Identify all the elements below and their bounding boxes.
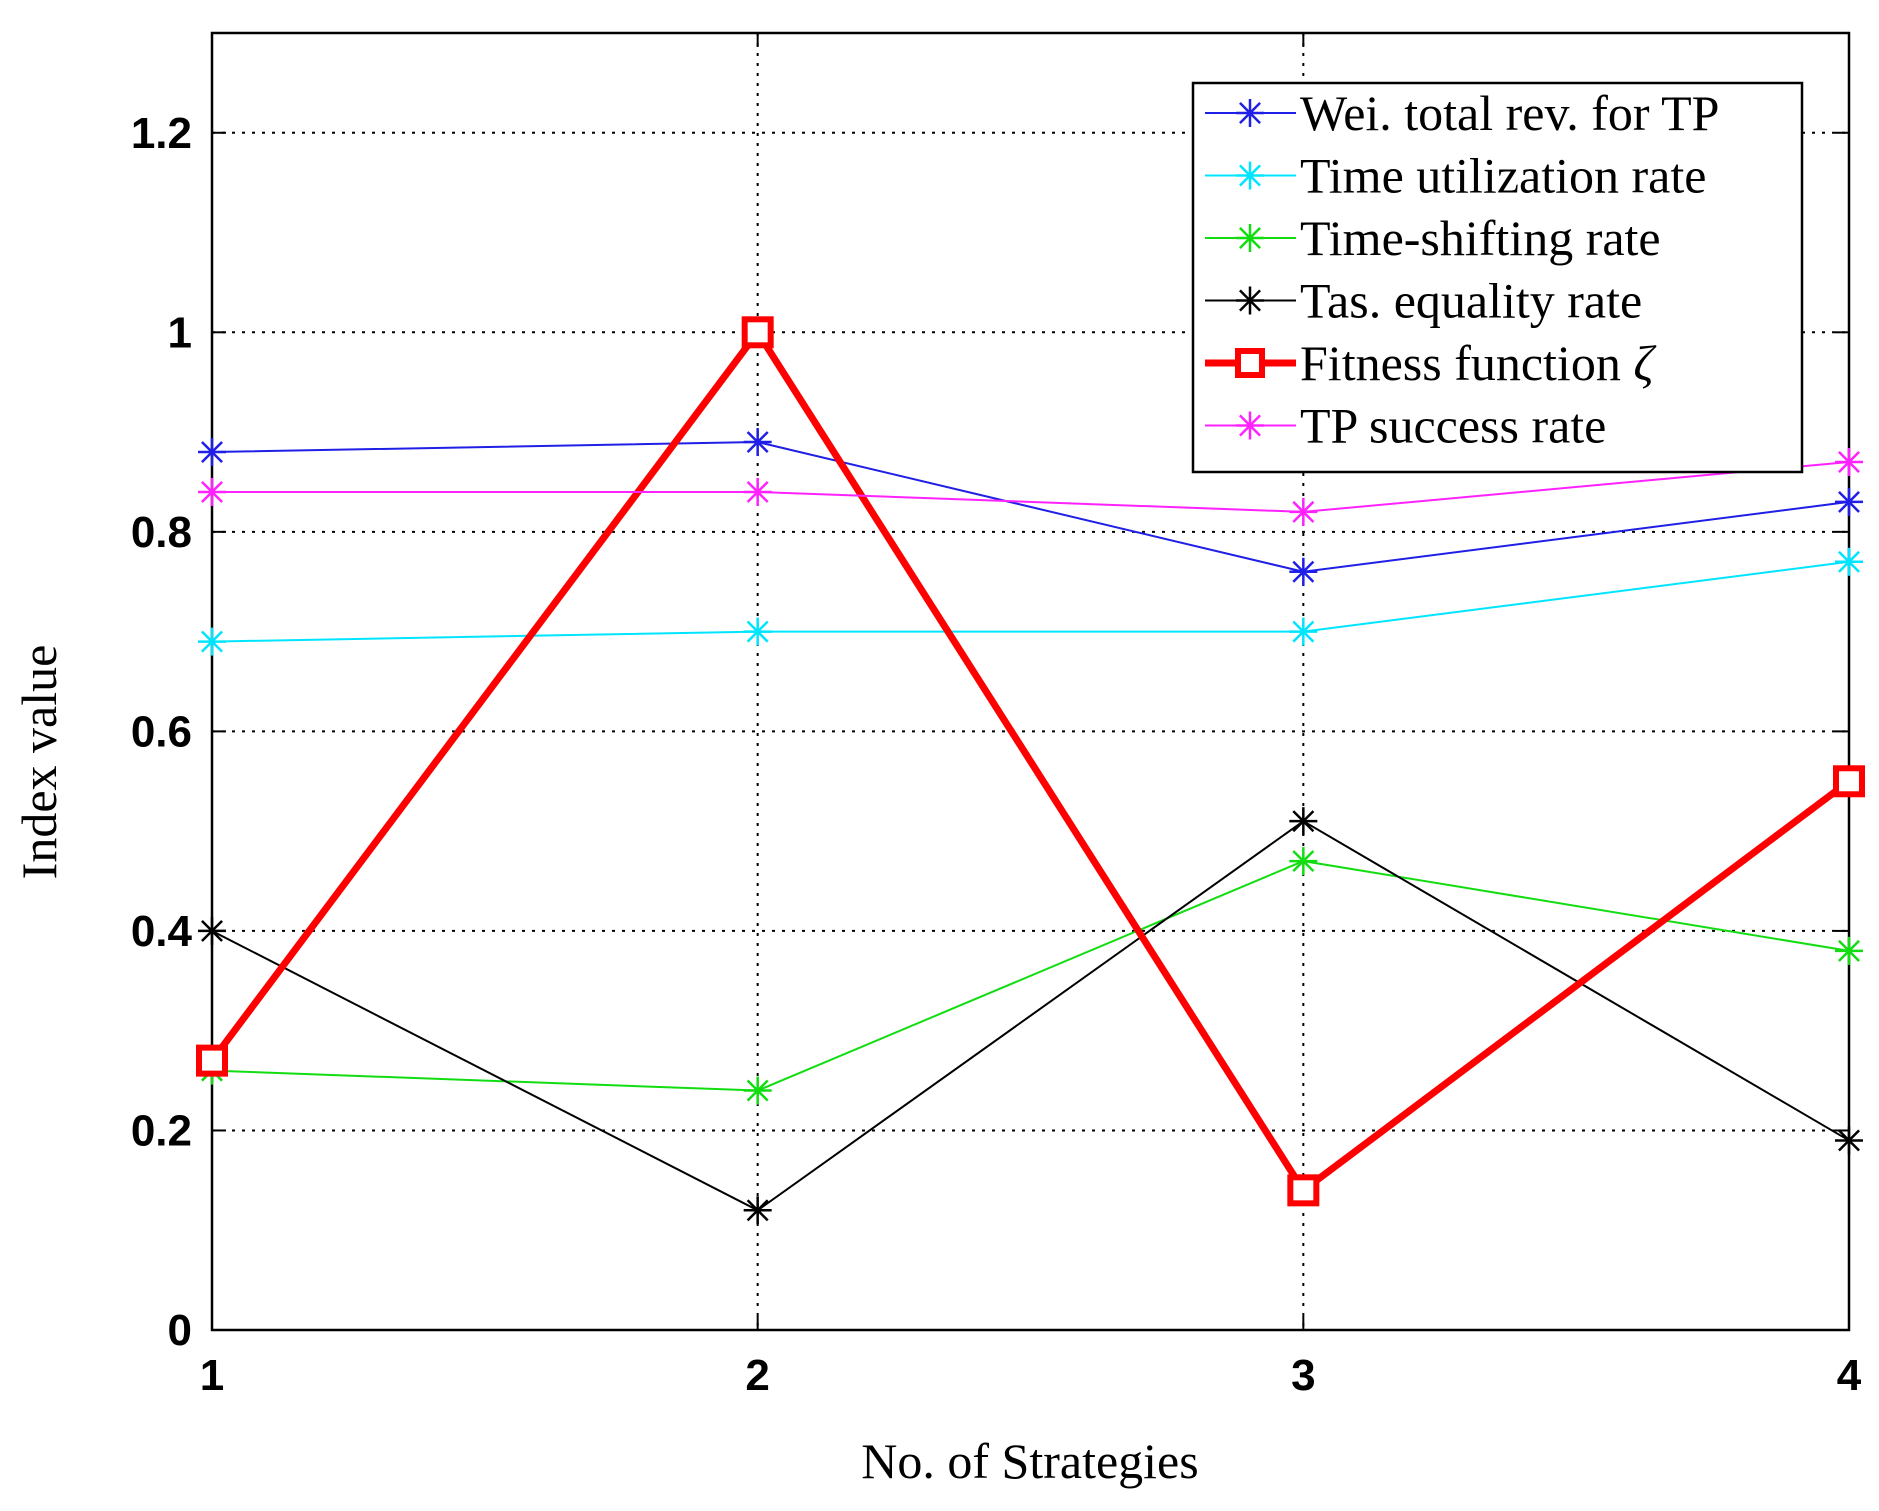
legend: Wei. total rev. for TP Time utilization r… [1191,81,1804,474]
legend-entry-1-marker-d2 [1239,164,1261,187]
series-3 [198,807,1863,1225]
series-1 [198,547,1863,656]
y-tick-label-4: 0.8 [131,508,192,557]
series-1-point-3-d2 [1838,550,1860,573]
y-tick-label-3: 0.6 [131,707,192,756]
series-5-point-1-d2 [746,480,769,503]
plot-frame [210,31,1851,1332]
tick-labels: 0 0.2 0.4 0.6 0.8 1 1.2 1 2 3 4 [131,109,1862,1400]
legend-entry-3-label: Tas. equality rate [1300,273,1642,329]
series-2-point-1 [743,1076,772,1105]
series-4-point-0 [196,1044,228,1077]
y-tick-label-6: 1.2 [131,109,192,158]
legend-entry-4-label: Fitness function ζ [1300,335,1657,391]
legend-entry-5-marker-d2 [1239,414,1261,437]
series-4-line [209,326,1852,1196]
series-1-point-2-d2 [1292,620,1315,643]
series-0-point-1-d2 [746,431,769,454]
x-tick-label-0: 1 [200,1351,224,1400]
y-tick-label-2: 0.4 [131,907,193,956]
legend-entry-5-label: TP success rate [1300,398,1606,454]
legend-entry-1-marker [1236,161,1264,190]
series-2-point-2-d2 [1292,850,1315,873]
series-5 [198,448,1863,526]
series-2-point-2 [1289,847,1318,876]
series-4 [196,316,1865,1207]
series-2-line [211,860,1850,1092]
legend-entry-2-marker [1236,224,1264,252]
x-axis-title: No. of Strategies [861,1433,1198,1489]
series-1-point-0-d2 [201,630,223,653]
legend-entry-2: Time-shifting rate [1205,210,1661,266]
series-5-point-1 [743,477,772,506]
legend-entry-0-label: Wei. total rev. for TP [1300,85,1719,141]
series-2 [198,847,1863,1105]
series-0-point-3 [1835,487,1863,516]
y-tick-label-5: 1 [168,308,192,357]
y-axis-title: Index value [11,645,67,880]
series-0-point-3-d2 [1838,490,1860,513]
y-tick-label-1: 0.2 [131,1106,192,1155]
legend-entry-5: TP success rate [1205,398,1606,454]
legend-entry-4: Fitness function ζ [1205,335,1657,391]
series-0-point-2-d2 [1292,560,1315,583]
series-0 [198,428,1863,586]
legend-entry-3: Tas. equality rate [1205,273,1642,329]
legend-entry-0-marker [1236,99,1264,127]
series-4-point-1 [741,316,774,349]
legend-entry-5-marker [1236,411,1264,440]
series-5-point-3-d2 [1838,451,1860,473]
legend-entry-3-marker [1236,286,1264,315]
series-2-point-3-d2 [1838,939,1860,962]
series-3-point-2-d2 [1292,810,1315,833]
series-0-point-0 [198,438,226,467]
series-3-point-3-d2 [1838,1129,1860,1152]
series-5-point-2-d2 [1292,500,1315,523]
series-1-point-3 [1835,547,1863,576]
series-3-point-0 [198,916,226,945]
series-layer [196,316,1865,1225]
series-0-point-2 [1289,557,1318,586]
x-tick-label-2: 3 [1291,1351,1315,1400]
x-tick-label-1: 2 [745,1351,769,1400]
series-3-line [211,819,1850,1212]
legend-entry-4-marker [1235,348,1265,378]
series-5-point-2 [1289,497,1318,526]
legend-entry-3-marker-d2 [1239,289,1261,312]
legend-entry-1: Time utilization rate [1205,148,1706,204]
series-1-point-1 [743,617,772,646]
series-4-point-2 [1287,1174,1320,1207]
series-3-point-0-d2 [201,919,223,942]
x-tick-label-3: 4 [1837,1351,1862,1400]
series-2-point-3 [1835,936,1863,965]
series-0-line [211,441,1850,573]
legend-entry-1-label: Time utilization rate [1300,148,1706,204]
series-5-point-3 [1835,448,1863,477]
y-tick-label-0: 0 [168,1306,192,1355]
series-0-point-1 [743,428,772,457]
series-5-point-0 [198,477,226,506]
legend-entry-4-symbol: ζ [1621,335,1658,391]
legend-box [1191,81,1804,474]
legend-entry-2-marker-d2 [1239,227,1261,249]
series-2-point-1-d2 [746,1079,769,1102]
series-3-point-2 [1289,807,1318,836]
series-5-line [212,461,1850,513]
series-1-point-1-d2 [746,620,769,643]
series-4-point-3 [1833,765,1865,798]
series-5-point-0-d2 [201,480,223,503]
series-1-point-2 [1289,617,1318,646]
legend-entry-0: Wei. total rev. for TP [1205,85,1719,141]
legend-entry-2-label: Time-shifting rate [1300,210,1661,266]
series-1-point-0 [198,627,226,656]
series-3-point-3 [1835,1126,1863,1155]
series-3-point-1 [743,1196,772,1225]
series-3-point-1-d2 [746,1199,769,1222]
legend-entry-0-marker-d2 [1239,102,1261,124]
series-1-line [211,560,1850,643]
grid-lines [212,33,1849,1330]
series-0-point-0-d2 [201,441,223,463]
